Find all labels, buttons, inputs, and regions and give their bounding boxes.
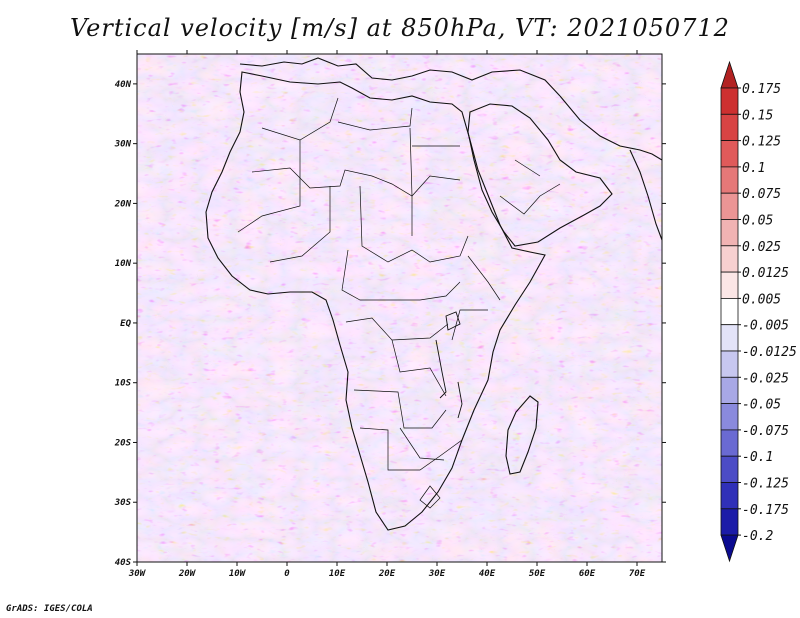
colorbar-label: 0.025 [742, 240, 781, 255]
lat-tick-label: 40N [115, 80, 132, 90]
colorbar-label: 0.005 [742, 292, 781, 307]
plot-area [137, 54, 662, 562]
colorbar-swatch [720, 297, 739, 326]
colorbar-swatch [720, 324, 739, 352]
lakes [435, 311, 463, 419]
colorbar: 0.175 0.15 0.125 0.1 0.075 0.05 0.025 0.0125 0.0… [720, 60, 797, 563]
colorbar-label: -0.005 [742, 319, 789, 334]
colorbar-label: 0.175 [742, 82, 781, 97]
colorbar-label: 0.0125 [742, 266, 789, 281]
lat-tick-label: EQ [120, 319, 131, 329]
colorbar-label: 0.1 [742, 161, 765, 176]
lon-tick-label: 20E [378, 569, 396, 579]
colorbar-swatch [720, 482, 739, 510]
colorbar-swatch [720, 271, 739, 299]
colorbar-swatch [720, 534, 739, 563]
lon-tick-label: 10E [329, 569, 346, 579]
map-title: Vertical velocity [m/s] at 850hPa, VT: 2… [70, 14, 730, 42]
colorbar-swatch [720, 87, 739, 115]
colorbar-label: -0.125 [742, 477, 789, 492]
colorbar-swatch [720, 245, 739, 273]
map-frame [136, 53, 663, 563]
lat-tick-label: 10N [115, 259, 132, 269]
lon-tick-label: 20W [178, 569, 197, 579]
colorbar-swatch [720, 166, 739, 194]
lon-tick-label: 30W [128, 569, 147, 579]
colorbar-label: 0.125 [742, 135, 781, 150]
colorbar-swatch [720, 429, 739, 457]
lat-tick-label: 10S [115, 379, 132, 389]
colorbar-swatch [720, 113, 739, 142]
colorbar-swatch [720, 403, 739, 431]
madagascar-coastline [505, 395, 539, 475]
colorbar-swatch [720, 219, 739, 247]
colorbar-swatch [720, 376, 739, 404]
colorbar-label: -0.1 [742, 450, 773, 465]
lat-tick-label: 20N [114, 199, 132, 209]
latitude-axis: 40N 30N 20N 10N EQ 10S 20S 30S 40S [114, 80, 666, 568]
lat-tick-label: 20S [114, 438, 132, 448]
colorbar-label: -0.2 [742, 529, 773, 544]
velocity-field-large-scale [137, 54, 662, 562]
colorbar-label: 0.15 [742, 108, 773, 123]
colorbar-label: -0.0125 [742, 345, 797, 360]
colorbar-swatch [720, 60, 739, 89]
lon-tick-label: 10W [229, 569, 247, 579]
europe-coastline [239, 57, 561, 97]
longitude-axis: 30W 20W 10W 0 10E 20E 30E 40E 50E 60E 70E [128, 50, 646, 579]
colorbar-label: -0.075 [742, 424, 789, 439]
lon-tick-label: 70E [629, 569, 646, 579]
lat-tick-label: 30N [114, 140, 132, 150]
colorbar-swatch [720, 350, 739, 378]
colorbar-swatch [720, 508, 739, 536]
lon-tick-label: 30E [428, 569, 446, 579]
lon-tick-label: 40E [479, 569, 496, 579]
colorbar-swatch [720, 455, 739, 483]
colorbar-label: 0.05 [742, 214, 773, 229]
arabia-coastline [467, 103, 613, 247]
colorbar-swatch [720, 192, 739, 220]
lon-tick-label: 60E [579, 569, 596, 579]
lon-tick-label: 0 [284, 569, 290, 579]
grads-credit: GrADS: IGES/COLA [6, 604, 93, 614]
colorbar-label: -0.05 [742, 398, 781, 413]
lat-tick-label: 40S [115, 558, 132, 568]
africa-coastline [205, 71, 546, 531]
colorbar-label: 0.075 [742, 187, 781, 202]
colorbar-swatch [720, 140, 739, 168]
lon-tick-label: 50E [529, 569, 546, 579]
colorbar-label: -0.025 [742, 371, 789, 386]
colorbar-label: -0.175 [742, 503, 789, 518]
lat-tick-label: 30S [114, 498, 132, 508]
country-borders [237, 97, 561, 509]
asia-coastline [559, 95, 662, 241]
